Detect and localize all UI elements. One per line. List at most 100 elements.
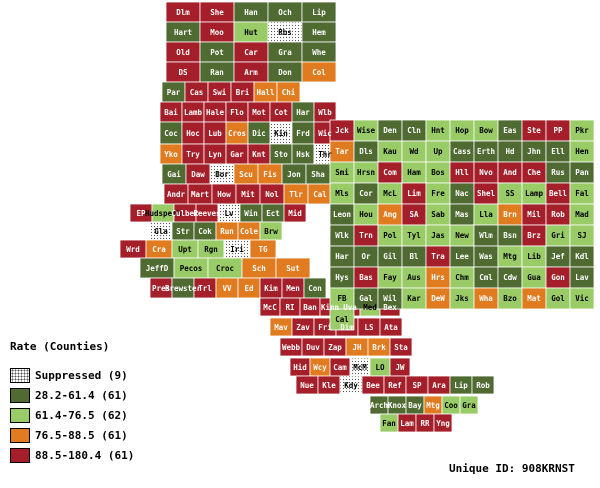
county-region bbox=[433, 413, 453, 433]
county-label: Kinn bbox=[321, 303, 339, 312]
county-region bbox=[301, 61, 337, 83]
county-label: Ste bbox=[527, 126, 541, 135]
county-label: RR bbox=[420, 419, 430, 428]
county-label: Bay bbox=[408, 401, 422, 410]
county-label: Pkr bbox=[575, 126, 589, 135]
county-label: Wrd bbox=[126, 245, 140, 254]
county-label: Cam bbox=[333, 363, 347, 372]
county-label: Vic bbox=[575, 294, 589, 303]
county-label: RI bbox=[285, 303, 294, 312]
county-label: Sto bbox=[274, 150, 288, 159]
county-label: Cra bbox=[152, 245, 166, 254]
county-label: Bas bbox=[359, 273, 373, 282]
county-label: Pecos bbox=[180, 264, 203, 273]
county-label: PP bbox=[553, 126, 563, 135]
county-label: Hudspeth bbox=[145, 209, 181, 218]
county-label: Com bbox=[383, 168, 397, 177]
county-label: Pres bbox=[152, 284, 170, 293]
county-label: Fre bbox=[431, 189, 445, 198]
county-label: Win bbox=[244, 209, 258, 218]
county-label: Bow bbox=[479, 126, 493, 135]
legend-swatch bbox=[10, 447, 30, 463]
county-region bbox=[569, 287, 595, 310]
county-label: Gri bbox=[551, 231, 565, 240]
county-label: How bbox=[217, 190, 231, 199]
county-label: Wic bbox=[318, 129, 332, 138]
county-label: Cor bbox=[359, 189, 373, 198]
county-label: Bee bbox=[366, 381, 380, 390]
county-label: Iri bbox=[230, 245, 244, 254]
county-label: Cal bbox=[335, 315, 349, 324]
county-label: Scu bbox=[239, 170, 253, 179]
county-label: Ref bbox=[388, 381, 402, 390]
county-label: LO bbox=[375, 363, 385, 372]
county-label: Cas bbox=[190, 88, 204, 97]
county-label: Hen bbox=[575, 147, 589, 156]
county-label: Webb bbox=[282, 343, 301, 352]
county-label: Bsn bbox=[503, 231, 517, 240]
county-label: Lv bbox=[224, 209, 234, 218]
county-label: EP bbox=[136, 209, 146, 218]
county-label: Par bbox=[167, 88, 181, 97]
county-label: Croc bbox=[216, 264, 234, 273]
county-label: Cln bbox=[407, 126, 421, 135]
county-label: Jks bbox=[455, 294, 469, 303]
county-label: Mtg bbox=[503, 252, 517, 261]
county-label: Ata bbox=[384, 323, 398, 332]
county-label: Hrs bbox=[431, 273, 445, 282]
county-label: Yko bbox=[164, 150, 178, 159]
legend-title: Rate (Counties) bbox=[10, 340, 110, 353]
county-label: Wise bbox=[357, 126, 376, 135]
county-label: McC bbox=[263, 303, 277, 312]
county-label: Uva bbox=[343, 303, 357, 312]
county-label: Zap bbox=[328, 343, 342, 352]
county-label: Lee bbox=[455, 252, 469, 261]
county-label: Har bbox=[335, 252, 349, 261]
county-label: Chi bbox=[282, 88, 296, 97]
county-label: Brw bbox=[264, 227, 278, 236]
county-label: Bri bbox=[236, 88, 250, 97]
county-label: Hale bbox=[206, 108, 225, 117]
county-label: Lub bbox=[208, 129, 222, 138]
county-label: Kin bbox=[274, 129, 288, 138]
county-label: Gar bbox=[230, 150, 244, 159]
county-label: Tar bbox=[335, 147, 349, 156]
county-label: Dim bbox=[340, 323, 354, 332]
county-label: Hart bbox=[174, 28, 192, 37]
county-label: Whe bbox=[312, 48, 326, 57]
legend-swatch bbox=[10, 427, 30, 443]
county-label: Ang bbox=[383, 210, 397, 219]
county-label: Tra bbox=[431, 252, 445, 261]
county-label: Jas bbox=[431, 231, 445, 240]
county-label: Fan bbox=[382, 419, 396, 428]
county-label: Mil bbox=[527, 210, 541, 219]
county-label: Bai bbox=[164, 108, 178, 117]
county-label: Bos bbox=[431, 168, 445, 177]
county-label: Ham bbox=[407, 168, 421, 177]
county-label: Gon bbox=[551, 273, 565, 282]
county-label: Bl bbox=[409, 252, 418, 261]
county-label: Shel bbox=[477, 189, 495, 198]
county-label: Trl bbox=[198, 284, 212, 293]
county-label: McM bbox=[353, 363, 367, 372]
unique-id-label: Unique ID: 908KRNST bbox=[449, 462, 575, 475]
legend-swatch bbox=[10, 387, 30, 403]
county-label: Mid bbox=[288, 209, 302, 218]
county-label: Tyl bbox=[407, 231, 421, 240]
county-label: Och bbox=[278, 8, 292, 17]
county-label: Hem bbox=[312, 28, 326, 37]
county-label: Ban bbox=[303, 303, 317, 312]
county-label: And bbox=[503, 168, 517, 177]
county-label: SA bbox=[409, 210, 419, 219]
county-label: Dls bbox=[359, 147, 373, 156]
county-label: Sut bbox=[286, 264, 300, 273]
county-label: FB bbox=[337, 294, 347, 303]
county-label: Pol bbox=[383, 231, 397, 240]
county-label: Mls bbox=[335, 189, 349, 198]
county-label: Pan bbox=[575, 168, 589, 177]
county-label: Nol bbox=[265, 190, 279, 199]
county-label: Frd bbox=[296, 129, 310, 138]
county-region bbox=[379, 317, 403, 337]
county-label: Wlb bbox=[318, 108, 332, 117]
legend-label: 88.5-180.4 (61) bbox=[35, 448, 135, 462]
